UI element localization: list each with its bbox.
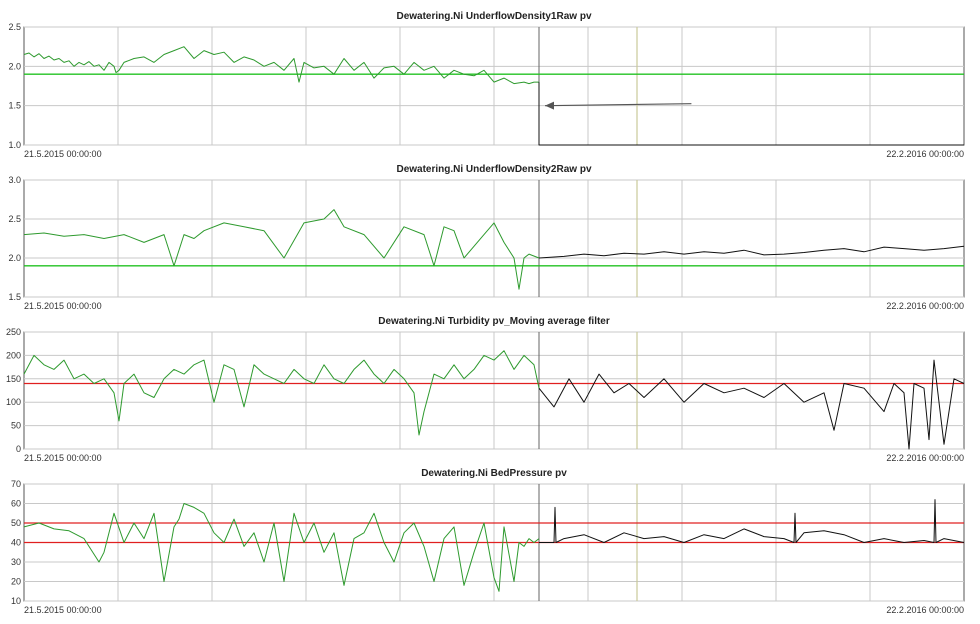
y-tick-label: 70 bbox=[11, 479, 21, 489]
chart-title: Dewatering.Ni BedPressure pv bbox=[421, 468, 567, 479]
live-series-line bbox=[538, 82, 964, 146]
y-tick-label: 2.5 bbox=[8, 22, 21, 32]
x-start-label: 21.5.2015 00:00:00 bbox=[24, 301, 102, 311]
history-series-line bbox=[23, 46, 539, 85]
x-end-label: 22.2.2016 00:00:00 bbox=[886, 605, 964, 615]
history-series-line bbox=[23, 350, 540, 436]
y-tick-label: 1.5 bbox=[8, 292, 21, 302]
x-start-label: 21.5.2015 00:00:00 bbox=[24, 149, 102, 159]
y-tick-label: 2.0 bbox=[8, 61, 21, 71]
x-start-label: 21.5.2015 00:00:00 bbox=[24, 605, 102, 615]
y-tick-label: 40 bbox=[11, 538, 21, 548]
y-tick-label: 2.5 bbox=[8, 214, 21, 224]
chart-panel-1: Dewatering.Ni UnderflowDensity1Raw pv 1.0… bbox=[8, 11, 965, 159]
chart-title: Dewatering.Ni UnderflowDensity1Raw pv bbox=[396, 11, 591, 22]
x-end-label: 22.2.2016 00:00:00 bbox=[886, 149, 964, 159]
y-tick-label: 50 bbox=[11, 421, 21, 431]
y-tick-label: 150 bbox=[6, 374, 21, 384]
live-series-line bbox=[539, 499, 965, 543]
y-tick-label: 10 bbox=[11, 596, 21, 606]
live-series-line bbox=[538, 359, 965, 450]
y-tick-label: 2.0 bbox=[8, 253, 21, 263]
history-series-line bbox=[23, 503, 540, 592]
y-tick-label: 60 bbox=[11, 499, 21, 509]
y-tick-label: 30 bbox=[11, 557, 21, 567]
chart-title: Dewatering.Ni UnderflowDensity2Raw pv bbox=[396, 164, 591, 175]
x-end-label: 22.2.2016 00:00:00 bbox=[886, 301, 964, 311]
chart-panel-4: Dewatering.Ni BedPressure pv 10 20 30 40 50 60… bbox=[11, 468, 965, 615]
y-tick-label: 3.0 bbox=[8, 175, 21, 185]
y-tick-label: 20 bbox=[11, 577, 21, 587]
y-tick-label: 1.0 bbox=[8, 140, 21, 150]
chart-panel-3: Dewatering.Ni Turbidity pv_Moving averag… bbox=[6, 316, 965, 463]
y-tick-label: 50 bbox=[11, 518, 21, 528]
y-tick-label: 0 bbox=[16, 444, 21, 454]
live-series-line bbox=[538, 245, 965, 259]
annotation-arrow bbox=[544, 103, 692, 107]
x-end-label: 22.2.2016 00:00:00 bbox=[886, 453, 964, 463]
y-tick-label: 250 bbox=[6, 327, 21, 337]
y-tick-label: 1.5 bbox=[8, 101, 21, 111]
y-tick-label: 100 bbox=[6, 397, 21, 407]
chart-title: Dewatering.Ni Turbidity pv_Moving averag… bbox=[378, 316, 610, 327]
x-start-label: 21.5.2015 00:00:00 bbox=[24, 453, 102, 463]
chart-panel-2: Dewatering.Ni UnderflowDensity2Raw pv 1.5… bbox=[8, 164, 965, 311]
y-tick-label: 200 bbox=[6, 350, 21, 360]
history-series-line bbox=[23, 209, 540, 290]
arrow-head-icon bbox=[545, 101, 554, 110]
